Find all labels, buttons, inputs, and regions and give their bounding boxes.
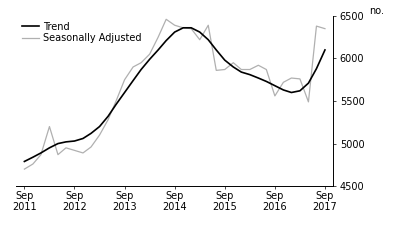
Y-axis label: no.: no. <box>369 6 384 16</box>
Legend: Trend, Seasonally Adjusted: Trend, Seasonally Adjusted <box>21 21 143 44</box>
